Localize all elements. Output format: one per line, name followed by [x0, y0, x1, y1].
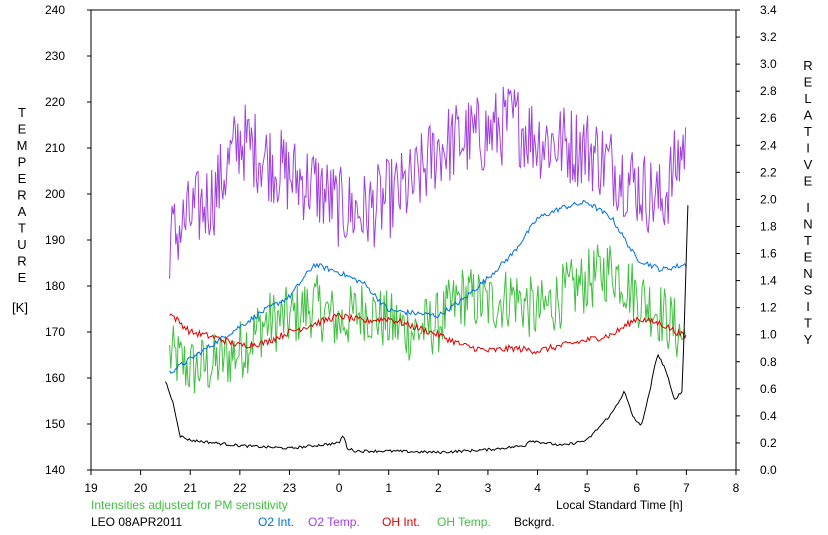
- right-tick-label: 0.4: [760, 409, 777, 423]
- right-label-letter: S: [804, 283, 813, 298]
- x-tick-label: 0: [336, 481, 343, 495]
- left-label-letter: E: [18, 122, 27, 137]
- x-tick-label: 3: [485, 481, 492, 495]
- left-label-letter: R: [17, 188, 26, 203]
- left-tick-label: 220: [45, 95, 65, 109]
- legend-oh-temp: OH Temp.: [437, 515, 491, 529]
- x-tick-label: 5: [584, 481, 591, 495]
- x-tick-label: 6: [633, 481, 640, 495]
- series-o2-temp: [169, 86, 687, 279]
- legend-o2-temp: O2 Temp.: [308, 515, 360, 529]
- right-tick-label: 2.6: [760, 111, 777, 125]
- left-tick-label: 210: [45, 141, 65, 155]
- x-tick-label: 8: [733, 481, 740, 495]
- right-label-letter: Y: [804, 332, 813, 347]
- left-tick-label: 200: [45, 187, 65, 201]
- x-tick-label: 22: [233, 481, 247, 495]
- right-tick-label: 2.0: [760, 192, 777, 206]
- left-tick-label: 150: [45, 417, 65, 431]
- right-tick-label: 1.2: [760, 301, 777, 315]
- right-label-letter: E: [804, 75, 813, 90]
- right-label-letter: T: [804, 124, 812, 139]
- left-tick-label: 190: [45, 233, 65, 247]
- right-label-letter: E: [804, 174, 813, 189]
- right-tick-label: 0.6: [760, 382, 777, 396]
- plot-frame: [90, 9, 737, 471]
- left-tick-label: 180: [45, 279, 65, 293]
- left-tick-label: 170: [45, 325, 65, 339]
- right-label-letter: T: [804, 316, 812, 331]
- x-tick-label: 20: [134, 481, 148, 495]
- series-o2-int: [169, 199, 687, 374]
- left-tick-label: 230: [45, 49, 65, 63]
- legend-bckgrd: Bckgrd.: [514, 515, 555, 529]
- right-tick-label: 3.4: [760, 3, 777, 17]
- right-label-letter: R: [803, 58, 812, 73]
- right-label-letter: V: [804, 157, 813, 172]
- right-tick-label: 2.4: [760, 138, 777, 152]
- left-tick-label: 160: [45, 371, 65, 385]
- left-label-letter: P: [18, 155, 27, 170]
- right-tick-label: 0.0: [760, 463, 777, 477]
- right-tick-label: 2.8: [760, 84, 777, 98]
- left-label-letter: T: [18, 221, 26, 236]
- right-label-letter: I: [806, 200, 810, 215]
- right-tick-label: 0.8: [760, 355, 777, 369]
- right-tick-label: 0.2: [760, 436, 777, 450]
- x-tick-label: 1: [385, 481, 392, 495]
- series-layer: [164, 86, 689, 455]
- legend-oh-int: OH Int.: [382, 515, 421, 529]
- left-label-letter: U: [17, 237, 26, 252]
- right-tick-label: 2.2: [760, 165, 777, 179]
- series-oh-temp: [169, 244, 687, 394]
- series-oh-int: [169, 313, 687, 355]
- right-label-letter: I: [806, 141, 810, 156]
- right-tick-label: 1.6: [760, 247, 777, 261]
- station-label: LEO 08APR2011: [91, 515, 183, 529]
- right-label-letter: I: [806, 299, 810, 314]
- right-tick-label: 1.0: [760, 328, 777, 342]
- x-tick-label: 21: [184, 481, 198, 495]
- x-tick-label: 7: [683, 481, 690, 495]
- left-axis: 140 150 160 170 180 190 200 210 220 230 240: [45, 3, 91, 477]
- series-bckgrd: [164, 205, 689, 455]
- right-label-letter: L: [804, 91, 811, 106]
- right-label-letter: E: [804, 250, 813, 265]
- left-label-letter: E: [18, 171, 27, 186]
- left-label-letter: R: [17, 254, 26, 269]
- left-label-letter: E: [18, 270, 27, 285]
- right-label-letter: A: [804, 108, 813, 123]
- right-label-letter: N: [803, 217, 812, 232]
- x-axis-title: Local Standard Time [h]: [556, 498, 683, 512]
- right-label-letter: N: [803, 266, 812, 281]
- x-tick-label: 23: [283, 481, 297, 495]
- right-tick-label: 3.2: [760, 30, 777, 44]
- left-label-letter: M: [17, 138, 28, 153]
- left-axis-unit: [K]: [12, 300, 28, 315]
- right-tick-label: 1.8: [760, 219, 777, 233]
- x-tick-label: 19: [84, 481, 98, 495]
- right-label-letter: T: [804, 233, 812, 248]
- right-tick-label: 3.0: [760, 57, 777, 71]
- pm-note: Intensities adjusted for PM sensitivity: [91, 498, 288, 512]
- left-tick-label: 140: [45, 463, 65, 477]
- bottom-axis: 19 20 21 22 23 0 1 2 3 4 5 6 7 8: [84, 470, 740, 495]
- left-label-letter: T: [18, 105, 26, 120]
- x-tick-label: 4: [534, 481, 541, 495]
- left-label-letter: A: [18, 204, 27, 219]
- right-tick-label: 1.4: [760, 274, 777, 288]
- right-axis: 0.0 0.2 0.4 0.6 0.8 1.0 1.2 1.4 1.6 1.8 2.0 2.2 2.4 2…: [736, 3, 777, 477]
- legend-o2-int: O2 Int.: [258, 515, 295, 529]
- left-tick-label: 240: [45, 3, 65, 17]
- x-tick-label: 2: [435, 481, 442, 495]
